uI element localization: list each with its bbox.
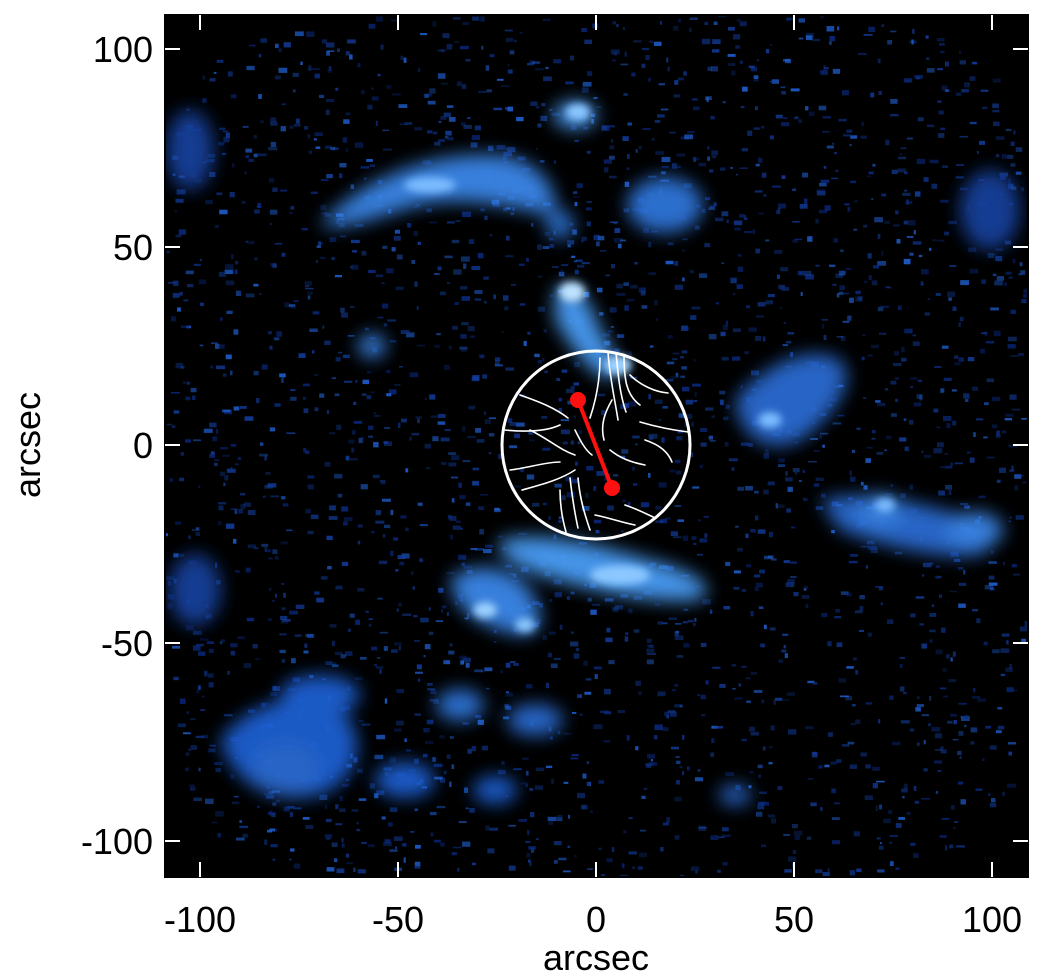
- y-tick-label: 100: [93, 29, 153, 70]
- aperture-circle: [500, 349, 692, 541]
- y-tick-label: -50: [101, 623, 153, 664]
- marker-connector: [576, 399, 614, 489]
- y-tick-labels: 100 50 0 -50 -100: [81, 29, 153, 862]
- x-tick-label: -100: [164, 899, 236, 940]
- tick-marks: [165, 15, 1028, 877]
- x-tick-label: -50: [372, 899, 424, 940]
- polarization-overlay: [500, 349, 692, 541]
- y-tick-label: 50: [113, 227, 153, 268]
- x-tick-label: 100: [962, 899, 1022, 940]
- field-lines: [504, 351, 689, 533]
- x-tick-labels: -100 -50 0 50 100: [164, 899, 1022, 940]
- y-tick-label: -100: [81, 821, 153, 862]
- y-tick-label: 0: [133, 425, 153, 466]
- marker-point-south: [604, 480, 620, 496]
- x-axis-title: arcsec: [543, 937, 649, 978]
- emission-image: [165, 15, 1028, 877]
- y-axis-title: arcsec: [7, 392, 48, 498]
- x-tick-label: 0: [586, 899, 606, 940]
- marker-point-north: [570, 392, 586, 408]
- x-tick-label: 50: [774, 899, 814, 940]
